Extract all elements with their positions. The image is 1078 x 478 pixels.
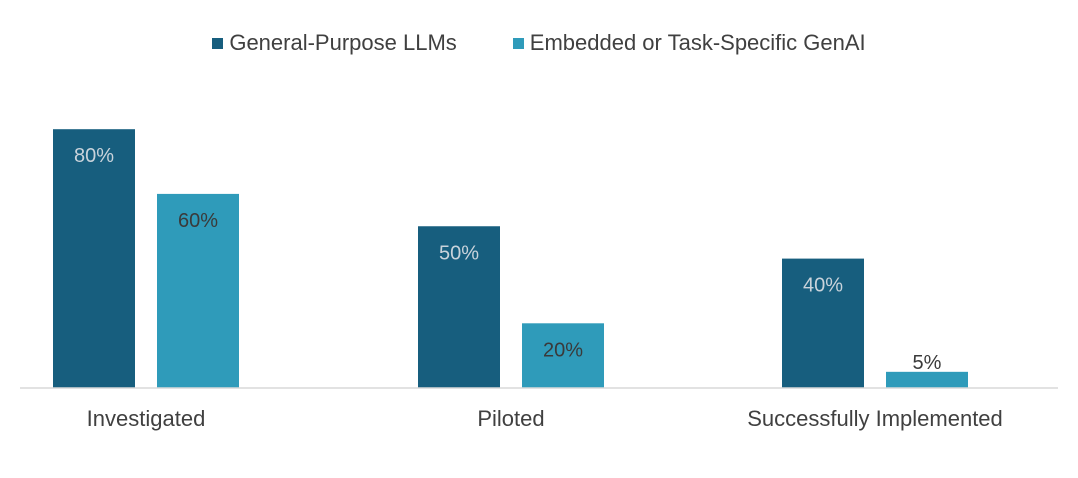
legend-item-general-purpose: General-Purpose LLMs bbox=[212, 30, 457, 56]
category-label-piloted: Piloted bbox=[477, 406, 544, 431]
data-label-general-purpose-piloted: 50% bbox=[439, 242, 479, 264]
bars-group: 80% 60% 50% 20% 40% 5% bbox=[53, 129, 968, 388]
legend-label-general-purpose: General-Purpose LLMs bbox=[229, 30, 457, 55]
data-label-embedded-successfully-implemented: 5% bbox=[913, 352, 942, 374]
data-label-embedded-investigated: 60% bbox=[178, 210, 218, 232]
bar-embedded-successfully-implemented bbox=[886, 371, 968, 388]
category-label-investigated: Investigated bbox=[87, 406, 206, 431]
data-label-embedded-piloted: 20% bbox=[543, 339, 583, 361]
category-labels: Investigated Piloted Successfully Implemen… bbox=[87, 406, 1003, 431]
data-label-general-purpose-successfully-implemented: 40% bbox=[803, 275, 843, 297]
bar-general-purpose-successfully-implemented bbox=[782, 258, 864, 388]
legend-item-embedded: Embedded or Task-Specific GenAI bbox=[512, 30, 866, 56]
legend-swatch-general-purpose bbox=[212, 37, 224, 49]
legend: General-Purpose LLMs Embedded or Task-Sp… bbox=[0, 30, 1078, 56]
category-label-successfully-implemented: Successfully Implemented bbox=[747, 406, 1003, 431]
bar-general-purpose-piloted bbox=[418, 226, 500, 388]
bar-embedded-piloted bbox=[522, 323, 604, 388]
legend-swatch-embedded bbox=[512, 37, 524, 49]
legend-label-embedded: Embedded or Task-Specific GenAI bbox=[529, 30, 866, 55]
data-label-general-purpose-investigated: 80% bbox=[74, 145, 114, 167]
bar-general-purpose-investigated bbox=[53, 129, 135, 388]
bar-embedded-investigated bbox=[157, 193, 239, 388]
